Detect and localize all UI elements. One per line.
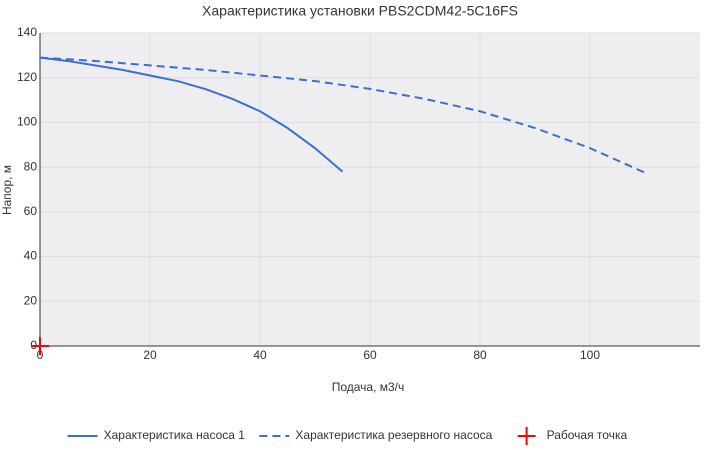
y-tick-label: 120 xyxy=(17,70,37,84)
legend-label: Характеристика резервного насоса xyxy=(295,428,492,442)
x-tick-label: 20 xyxy=(143,348,157,362)
y-tick-label: 20 xyxy=(24,293,38,307)
y-tick-label: 40 xyxy=(24,249,38,263)
x-tick-label: 0 xyxy=(37,348,44,362)
line-series xyxy=(39,56,646,174)
y-tick-label: 80 xyxy=(24,159,38,173)
chart-title: Характеристика установки PBS2CDM42-5C16F… xyxy=(202,3,518,19)
legend-label: Рабочая точка xyxy=(547,428,628,442)
x-axis-label: Подача, м3/ч xyxy=(332,380,405,394)
marker xyxy=(31,337,49,355)
x-tick-label: 60 xyxy=(363,348,377,362)
y-tick-label: 60 xyxy=(24,204,38,218)
line-series xyxy=(39,56,344,173)
y-tick-label: 100 xyxy=(17,115,37,129)
y-axis-label: Напор, м xyxy=(0,165,14,215)
x-tick-label: 40 xyxy=(253,348,267,362)
legend-label: Характеристика насоса 1 xyxy=(104,428,246,442)
y-tick-label: 140 xyxy=(17,25,37,39)
x-tick-label: 100 xyxy=(580,348,600,362)
x-tick-label: 80 xyxy=(473,348,487,362)
marker xyxy=(517,427,536,445)
